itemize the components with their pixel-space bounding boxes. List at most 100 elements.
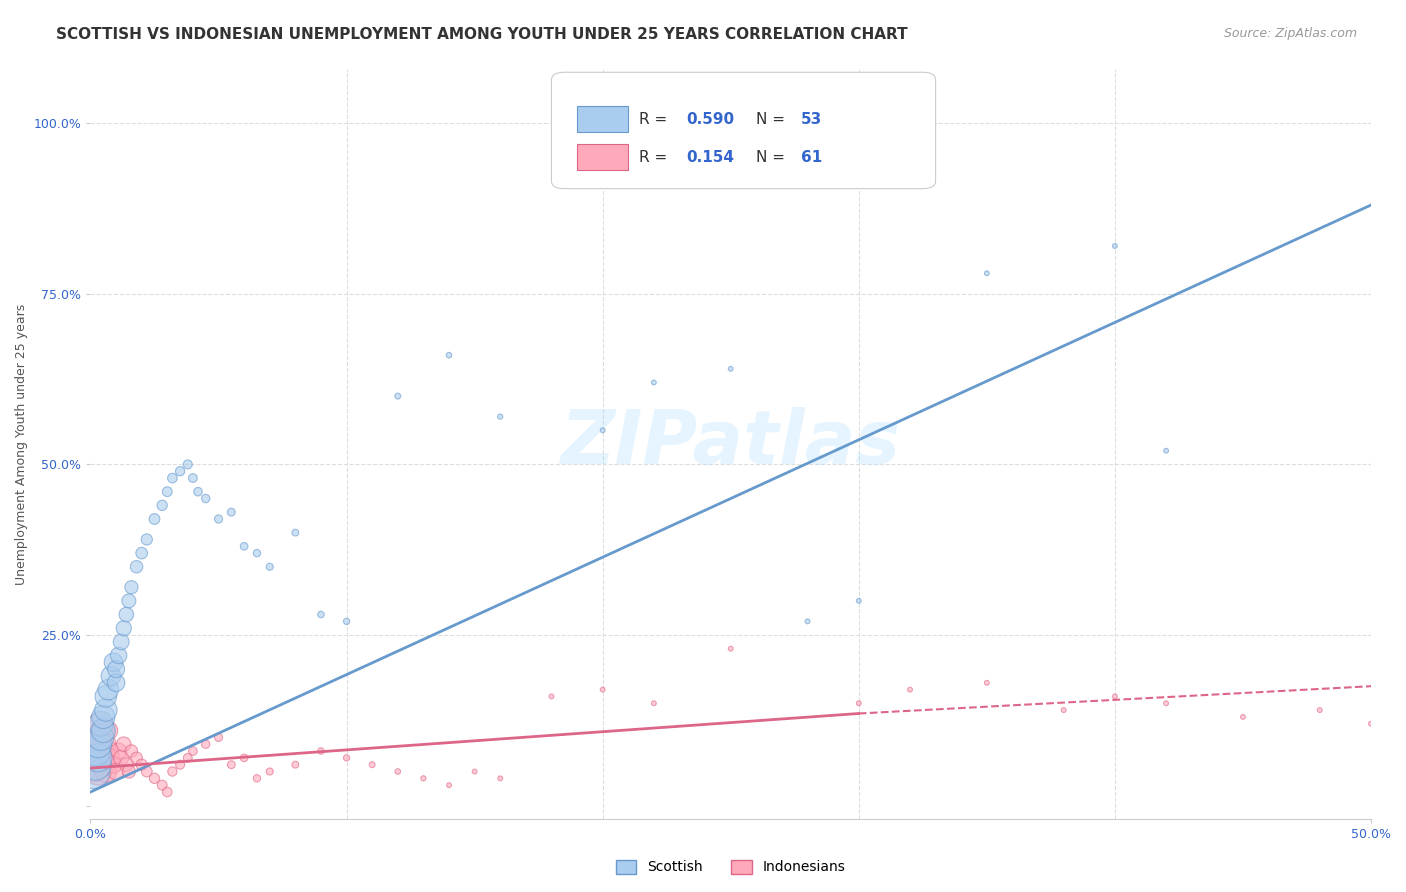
Point <box>1154 696 1177 710</box>
Point <box>107 744 129 758</box>
Point <box>259 559 281 574</box>
Point <box>105 662 128 676</box>
Text: SCOTTISH VS INDONESIAN UNEMPLOYMENT AMONG YOUTH UNDER 25 YEARS CORRELATION CHART: SCOTTISH VS INDONESIAN UNEMPLOYMENT AMON… <box>56 27 908 42</box>
Point <box>135 533 157 547</box>
Text: 53: 53 <box>801 112 823 127</box>
Point <box>976 675 998 690</box>
Point <box>87 731 110 745</box>
Point <box>796 615 818 629</box>
Point <box>156 785 179 799</box>
Text: R =: R = <box>638 112 672 127</box>
Point <box>97 682 120 697</box>
Point <box>592 423 614 437</box>
Point <box>84 757 107 772</box>
Point <box>91 710 114 724</box>
Point <box>643 696 665 710</box>
Point <box>90 731 112 745</box>
Point <box>143 772 166 786</box>
FancyBboxPatch shape <box>576 106 628 132</box>
Text: N =: N = <box>756 112 790 127</box>
Point <box>194 737 217 751</box>
Point <box>181 471 204 485</box>
Point <box>848 696 870 710</box>
Point <box>1309 703 1331 717</box>
Point <box>125 751 148 765</box>
Text: Source: ZipAtlas.com: Source: ZipAtlas.com <box>1223 27 1357 40</box>
Point <box>112 737 135 751</box>
Point <box>207 731 229 745</box>
Point <box>540 690 562 704</box>
Point <box>94 703 117 717</box>
Point <box>131 546 153 560</box>
Point <box>246 772 269 786</box>
Point <box>1360 716 1382 731</box>
Point <box>87 751 110 765</box>
Point <box>110 751 132 765</box>
Point <box>125 559 148 574</box>
Point <box>309 744 332 758</box>
Point <box>156 484 179 499</box>
Legend: Scottish, Indonesians: Scottish, Indonesians <box>610 854 852 880</box>
Point <box>87 737 110 751</box>
Point <box>100 669 122 683</box>
Point <box>259 764 281 779</box>
Text: ZIPatlas: ZIPatlas <box>561 408 901 481</box>
Point <box>115 607 138 622</box>
Point <box>437 778 460 792</box>
Point <box>177 458 200 472</box>
Point <box>120 744 142 758</box>
Point <box>103 656 125 670</box>
Point <box>94 764 117 779</box>
Point <box>177 751 200 765</box>
Point <box>94 737 117 751</box>
Point <box>97 744 120 758</box>
Point <box>361 757 384 772</box>
Point <box>131 757 153 772</box>
Point <box>162 471 184 485</box>
Point <box>1104 690 1126 704</box>
Point <box>84 744 107 758</box>
Point <box>84 737 107 751</box>
Point <box>489 409 512 424</box>
Point <box>1232 710 1254 724</box>
Point <box>110 635 132 649</box>
Point <box>118 594 141 608</box>
Text: 0.154: 0.154 <box>686 150 734 165</box>
Point <box>387 389 409 403</box>
Point <box>412 772 434 786</box>
Y-axis label: Unemployment Among Youth under 25 years: Unemployment Among Youth under 25 years <box>15 303 28 584</box>
Point <box>387 764 409 779</box>
FancyBboxPatch shape <box>576 144 628 169</box>
Point <box>143 512 166 526</box>
Point <box>169 757 191 772</box>
Text: R =: R = <box>638 150 672 165</box>
Point <box>97 723 120 738</box>
Point <box>181 744 204 758</box>
Point <box>105 675 128 690</box>
Text: 0.590: 0.590 <box>686 112 734 127</box>
Point <box>233 539 256 553</box>
Text: 61: 61 <box>801 150 823 165</box>
Point <box>1154 443 1177 458</box>
Point <box>120 580 142 594</box>
Point <box>105 764 128 779</box>
Point <box>90 716 112 731</box>
Point <box>592 682 614 697</box>
Point <box>720 361 742 376</box>
FancyBboxPatch shape <box>551 72 935 188</box>
Point <box>169 464 191 478</box>
Point <box>489 772 512 786</box>
Point <box>103 757 125 772</box>
Point <box>207 512 229 526</box>
Point <box>187 484 209 499</box>
Point <box>100 751 122 765</box>
Point <box>135 764 157 779</box>
Point <box>233 751 256 765</box>
Point <box>90 744 112 758</box>
Point <box>284 525 307 540</box>
Point <box>335 615 357 629</box>
Text: N =: N = <box>756 150 790 165</box>
Point <box>118 764 141 779</box>
Point <box>91 723 114 738</box>
Point <box>246 546 269 560</box>
